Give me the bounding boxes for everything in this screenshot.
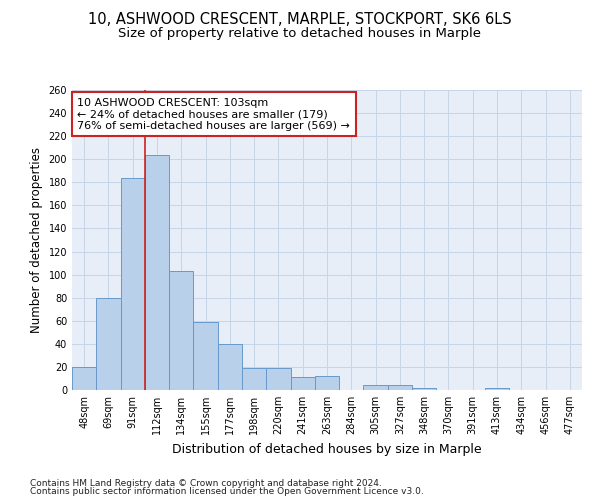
Bar [96,298,121,390]
Bar [388,386,412,390]
Bar [218,344,242,390]
Bar [169,271,193,390]
Text: Contains HM Land Registry data © Crown copyright and database right 2024.: Contains HM Land Registry data © Crown c… [30,478,382,488]
Text: Contains public sector information licensed under the Open Government Licence v3: Contains public sector information licen… [30,487,424,496]
Y-axis label: Number of detached properties: Number of detached properties [30,147,43,333]
Text: 10, ASHWOOD CRESCENT, MARPLE, STOCKPORT, SK6 6LS: 10, ASHWOOD CRESCENT, MARPLE, STOCKPORT,… [88,12,512,28]
Bar [72,367,96,390]
Bar [266,368,290,390]
Bar [364,386,388,390]
X-axis label: Distribution of detached houses by size in Marple: Distribution of detached houses by size … [172,442,482,456]
Bar [485,388,509,390]
Bar [412,388,436,390]
Text: Size of property relative to detached houses in Marple: Size of property relative to detached ho… [119,28,482,40]
Bar [242,368,266,390]
Bar [145,154,169,390]
Bar [315,376,339,390]
Bar [193,322,218,390]
Bar [290,378,315,390]
Text: 10 ASHWOOD CRESCENT: 103sqm
← 24% of detached houses are smaller (179)
76% of se: 10 ASHWOOD CRESCENT: 103sqm ← 24% of det… [77,98,350,130]
Bar [121,178,145,390]
